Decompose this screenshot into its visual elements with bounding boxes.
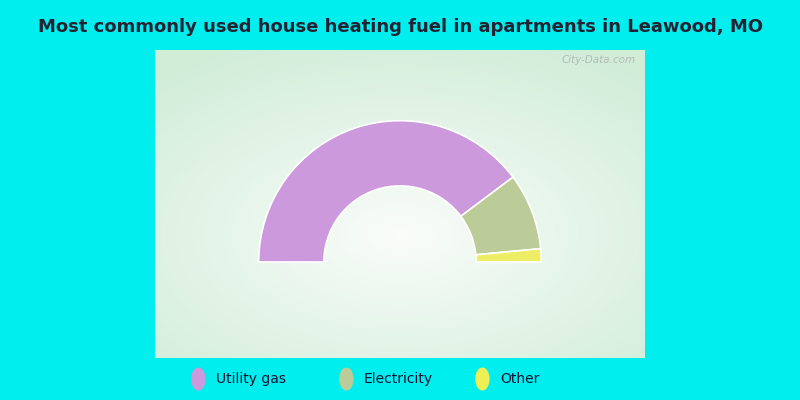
Ellipse shape [475, 368, 490, 390]
Ellipse shape [339, 368, 354, 390]
Ellipse shape [191, 368, 206, 390]
Wedge shape [258, 121, 513, 262]
Text: Electricity: Electricity [364, 372, 433, 386]
Wedge shape [461, 177, 541, 255]
Text: Utility gas: Utility gas [216, 372, 286, 386]
Wedge shape [476, 249, 542, 262]
Text: City-Data.com: City-Data.com [562, 56, 635, 66]
Text: Most commonly used house heating fuel in apartments in Leawood, MO: Most commonly used house heating fuel in… [38, 18, 762, 36]
Text: Other: Other [500, 372, 539, 386]
